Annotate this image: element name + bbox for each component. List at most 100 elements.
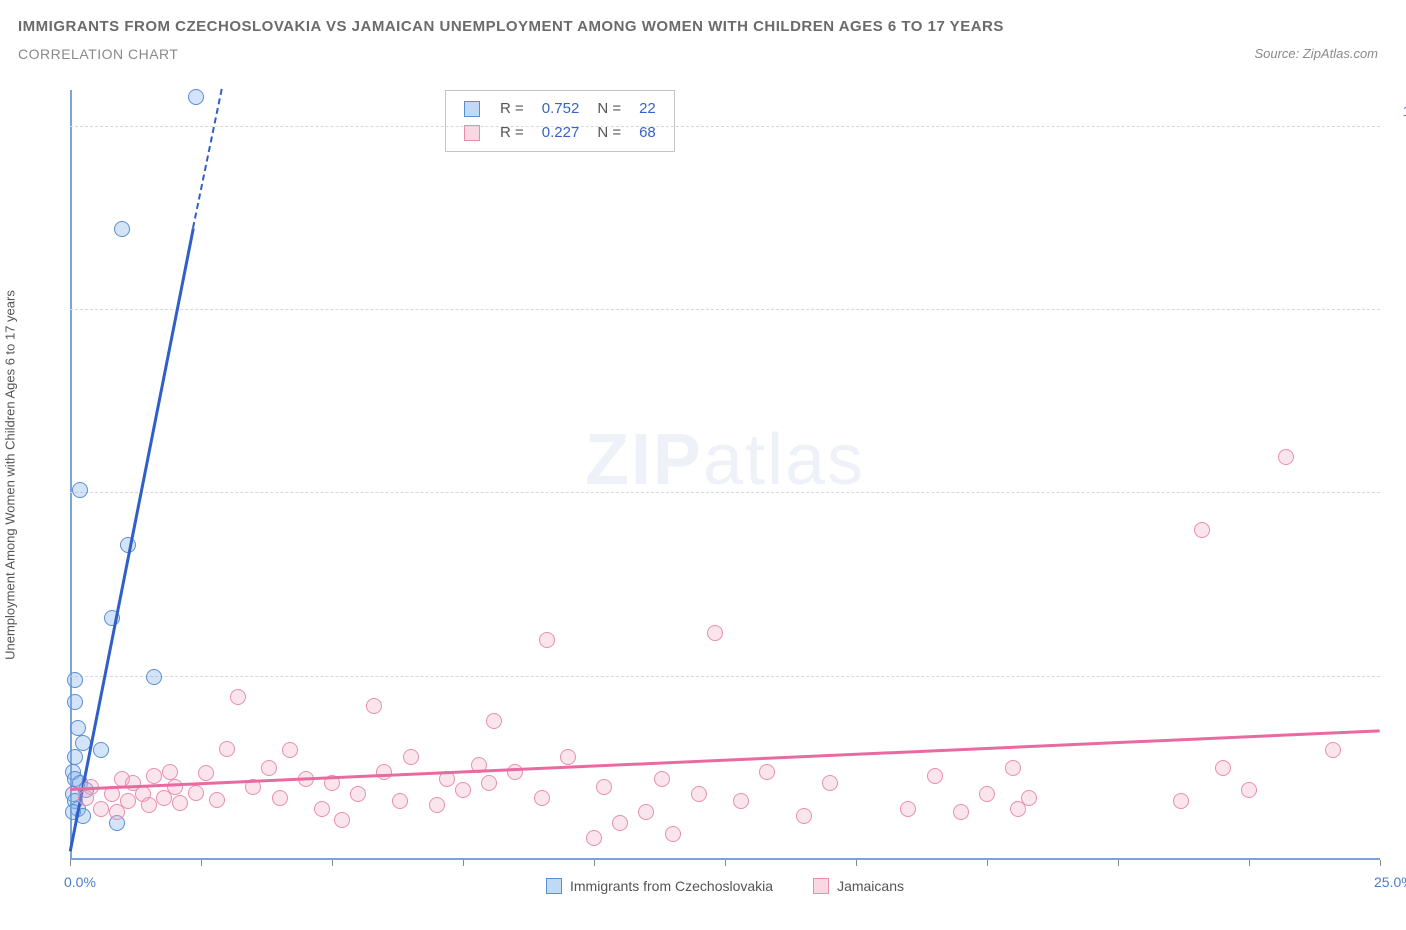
scatter-point: [114, 221, 130, 237]
scatter-point: [612, 815, 628, 831]
scatter-point: [188, 785, 204, 801]
x-tick-mark: [1118, 860, 1119, 866]
chart-subtitle: CORRELATION CHART: [18, 46, 178, 62]
scatter-point: [72, 482, 88, 498]
scatter-point: [507, 764, 523, 780]
scatter-point: [539, 632, 555, 648]
legend-item: Jamaicans: [813, 878, 904, 894]
scatter-point: [146, 768, 162, 784]
scatter-point: [146, 669, 162, 685]
scatter-point: [822, 775, 838, 791]
x-tick-mark: [725, 860, 726, 866]
legend-swatch: [546, 878, 562, 894]
legend-label: Immigrants from Czechoslovakia: [570, 878, 773, 894]
gridline: [70, 492, 1380, 493]
legend-item: Immigrants from Czechoslovakia: [546, 878, 773, 894]
scatter-point: [691, 786, 707, 802]
x-tick-label: 0.0%: [64, 874, 96, 890]
x-tick-mark: [856, 860, 857, 866]
x-tick-mark: [70, 860, 71, 866]
r-label: R =: [500, 97, 524, 121]
scatter-point: [486, 713, 502, 729]
scatter-point: [172, 795, 188, 811]
scatter-point: [759, 764, 775, 780]
scatter-point: [162, 764, 178, 780]
gridline: [70, 676, 1380, 677]
x-tick-mark: [332, 860, 333, 866]
gridline: [70, 309, 1380, 310]
x-tick-mark: [201, 860, 202, 866]
scatter-point: [219, 741, 235, 757]
scatter-point: [376, 764, 392, 780]
stats-row: R = 0.227 N = 68: [464, 121, 656, 145]
scatter-point: [334, 812, 350, 828]
scatter-point: [953, 804, 969, 820]
scatter-point: [1278, 449, 1294, 465]
scatter-point: [455, 782, 471, 798]
scatter-point: [366, 698, 382, 714]
x-tick-mark: [987, 860, 988, 866]
scatter-point: [67, 672, 83, 688]
scatter-point: [93, 801, 109, 817]
scatter-point: [67, 749, 83, 765]
scatter-point: [665, 826, 681, 842]
scatter-point: [586, 830, 602, 846]
scatter-point: [927, 768, 943, 784]
bottom-legend: Immigrants from Czechoslovakia Jamaicans: [70, 878, 1380, 894]
r-label: R =: [500, 121, 524, 145]
scatter-point: [1215, 760, 1231, 776]
scatter-point: [796, 808, 812, 824]
scatter-point: [638, 804, 654, 820]
x-tick-mark: [594, 860, 595, 866]
legend-swatch: [464, 101, 480, 117]
scatter-point: [1241, 782, 1257, 798]
scatter-point: [167, 779, 183, 795]
scatter-point: [707, 625, 723, 641]
y-axis-line: [70, 90, 72, 860]
scatter-point: [1021, 790, 1037, 806]
scatter-point: [1325, 742, 1341, 758]
watermark: ZIPatlas: [585, 419, 865, 501]
legend-swatch: [813, 878, 829, 894]
x-tick-mark: [1249, 860, 1250, 866]
scatter-point: [429, 797, 445, 813]
source-attribution: Source: ZipAtlas.com: [1254, 46, 1378, 61]
scatter-point: [1194, 522, 1210, 538]
n-label: N =: [597, 97, 621, 121]
chart-title: IMMIGRANTS FROM CZECHOSLOVAKIA VS JAMAIC…: [18, 18, 1004, 35]
trend-line: [192, 89, 223, 229]
scatter-point: [120, 793, 136, 809]
n-value: 68: [639, 121, 656, 145]
x-tick-mark: [463, 860, 464, 866]
chart-plot-area: ZIPatlas Unemployment Among Women with C…: [70, 90, 1380, 860]
n-label: N =: [597, 121, 621, 145]
r-value: 0.227: [542, 121, 580, 145]
scatter-point: [141, 797, 157, 813]
scatter-point: [534, 790, 550, 806]
scatter-point: [481, 775, 497, 791]
x-tick-label: 25.0%: [1374, 874, 1406, 890]
x-tick-mark: [1380, 860, 1381, 866]
legend-label: Jamaicans: [837, 878, 904, 894]
y-tick-label: 100.0%: [1403, 103, 1406, 119]
scatter-point: [403, 749, 419, 765]
scatter-point: [272, 790, 288, 806]
scatter-point: [654, 771, 670, 787]
scatter-point: [350, 786, 366, 802]
scatter-point: [979, 786, 995, 802]
scatter-point: [93, 742, 109, 758]
stats-row: R =0.752N =22: [464, 97, 656, 121]
scatter-point: [198, 765, 214, 781]
n-value: 22: [639, 97, 656, 121]
scatter-point: [230, 689, 246, 705]
y-axis-label: Unemployment Among Women with Children A…: [3, 275, 18, 675]
scatter-point: [596, 779, 612, 795]
gridline: [70, 126, 1380, 127]
scatter-point: [560, 749, 576, 765]
scatter-point: [733, 793, 749, 809]
scatter-point: [900, 801, 916, 817]
scatter-point: [314, 801, 330, 817]
scatter-point: [209, 792, 225, 808]
scatter-point: [70, 720, 86, 736]
scatter-point: [392, 793, 408, 809]
